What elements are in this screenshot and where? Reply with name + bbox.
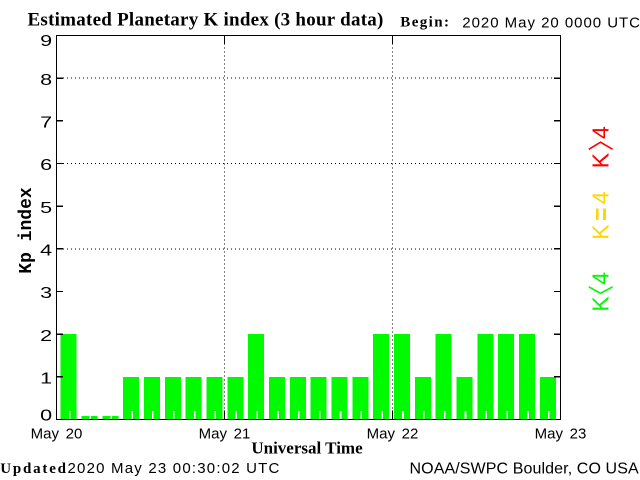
svg-text:5: 5 xyxy=(40,200,52,217)
svg-text:Begin:: Begin: xyxy=(400,15,450,31)
svg-text:May 22: May 22 xyxy=(367,426,419,443)
svg-text:4: 4 xyxy=(40,242,52,259)
svg-text:2: 2 xyxy=(40,328,52,345)
svg-text:9: 9 xyxy=(40,33,52,50)
svg-text:4: 4 xyxy=(587,191,613,204)
svg-text:2020 May 23 00:30:02 UTC: 2020 May 23 00:30:02 UTC xyxy=(68,460,281,477)
svg-text:K: K xyxy=(587,296,613,312)
svg-text:Updated: Updated xyxy=(0,461,68,477)
svg-text:May 20: May 20 xyxy=(31,426,83,443)
svg-text:NOAA/SWPC Boulder, CO USA: NOAA/SWPC Boulder, CO USA xyxy=(410,461,639,478)
svg-text:4: 4 xyxy=(587,272,613,285)
svg-text:8: 8 xyxy=(40,72,52,89)
svg-text:Universal Time: Universal Time xyxy=(251,439,363,458)
svg-text:4: 4 xyxy=(587,126,613,139)
svg-text:6: 6 xyxy=(40,157,52,174)
svg-text:May 21: May 21 xyxy=(199,426,251,443)
svg-text:Estimated Planetary K index (3: Estimated Planetary K index (3 hour data… xyxy=(28,10,384,31)
svg-text:7: 7 xyxy=(40,114,52,131)
svg-text:3: 3 xyxy=(40,285,52,302)
svg-text:May 23: May 23 xyxy=(535,426,587,443)
svg-text:K: K xyxy=(587,152,613,168)
svg-text:2020 May 20 0000 UTC: 2020 May 20 0000 UTC xyxy=(462,15,640,32)
svg-text:0: 0 xyxy=(40,408,52,425)
svg-text:Kp index: Kp index xyxy=(17,187,37,274)
svg-text:1: 1 xyxy=(40,370,52,387)
svg-text:K: K xyxy=(587,224,613,240)
